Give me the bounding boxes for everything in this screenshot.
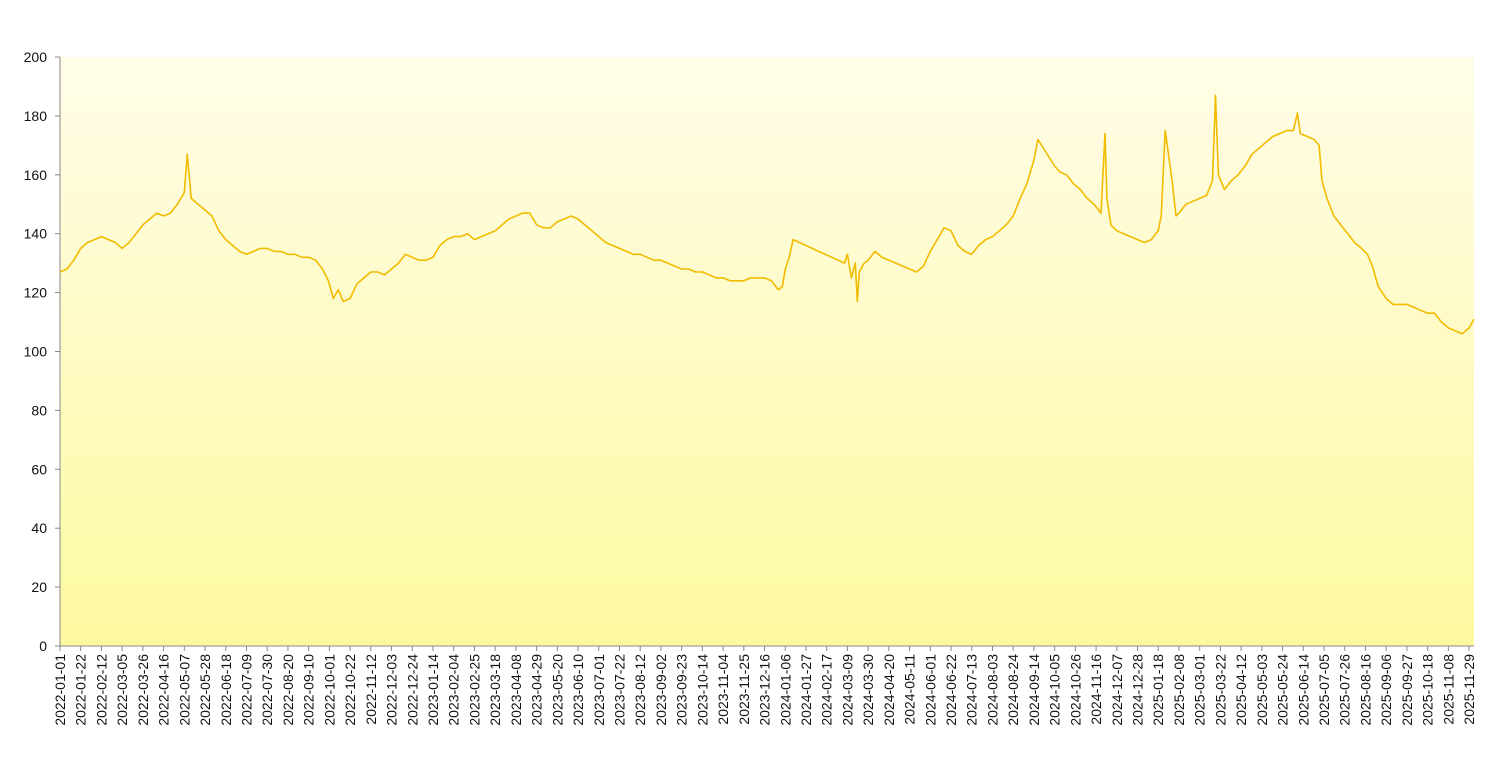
x-tick-label: 2025-01-18: [1150, 654, 1166, 726]
x-tick-label: 2022-01-22: [73, 654, 89, 726]
x-tick-label: 2025-06-14: [1295, 654, 1311, 726]
x-tick-label: 2025-07-05: [1316, 654, 1332, 726]
x-tick-label: 2025-07-26: [1337, 654, 1353, 726]
x-tick-label: 2025-10-18: [1420, 654, 1436, 726]
x-tick-label: 2023-09-02: [653, 654, 669, 726]
x-tick-label: 2022-07-09: [238, 654, 254, 726]
x-tick-label: 2025-05-24: [1275, 654, 1291, 726]
x-tick-label: 2023-01-14: [425, 654, 441, 726]
x-tick-label: 2024-06-22: [943, 654, 959, 726]
y-tick-label: 100: [24, 344, 48, 360]
x-tick-label: 2024-07-13: [964, 654, 980, 726]
x-tick-label: 2022-07-30: [259, 654, 275, 726]
y-tick-label: 60: [31, 461, 47, 477]
x-tick-label: 2024-05-11: [902, 654, 918, 725]
x-tick-label: 2023-10-14: [694, 654, 710, 726]
y-tick-label: 180: [24, 108, 48, 124]
x-tick-label: 2025-09-27: [1399, 654, 1415, 726]
x-tick-label: 2023-11-04: [715, 654, 731, 725]
x-tick-label: 2022-02-12: [93, 654, 109, 726]
x-tick-label: 2022-06-18: [218, 654, 234, 726]
x-tick-label: 2024-10-26: [1067, 654, 1083, 726]
x-tick-label: 2023-07-01: [591, 654, 607, 726]
x-tick-label: 2023-04-29: [529, 654, 545, 726]
x-tick-label: 2022-12-24: [404, 654, 420, 726]
x-tick-label: 2022-12-03: [384, 654, 400, 726]
x-tick-label: 2023-06-10: [570, 654, 586, 726]
x-tick-label: 2022-11-12: [363, 654, 379, 725]
x-tick-label: 2023-05-20: [549, 654, 565, 726]
x-tick-label: 2022-05-28: [197, 654, 213, 726]
x-tick-label: 2024-10-05: [1047, 654, 1063, 726]
x-tick-label: 2023-12-16: [757, 654, 773, 726]
x-tick-label: 2024-03-30: [860, 654, 876, 726]
x-tick-label: 2024-08-03: [984, 654, 1000, 726]
x-tick-label: 2023-03-18: [487, 654, 503, 726]
x-tick-label: 2022-10-01: [321, 654, 337, 726]
x-axis: 2022-01-01 2022-01-22 2022-02-12 2022-03-05…: [52, 645, 1477, 726]
x-tick-label: 2024-02-17: [819, 654, 835, 726]
x-tick-label: 2023-02-25: [466, 654, 482, 726]
x-tick-label: 2022-05-07: [176, 654, 192, 726]
x-tick-label: 2024-01-06: [777, 654, 793, 726]
x-tick-label: 2023-02-04: [446, 654, 462, 726]
x-tick-label: 2024-06-01: [922, 654, 938, 726]
x-tick-label: 2023-09-23: [674, 654, 690, 726]
x-tick-label: 2024-12-28: [1130, 654, 1146, 726]
plot-area-background: [60, 57, 1474, 646]
y-tick-label: 140: [24, 226, 48, 242]
x-tick-label: 2025-03-22: [1212, 654, 1228, 726]
x-tick-label: 2024-01-27: [798, 654, 814, 726]
x-tick-label: 2023-08-12: [632, 654, 648, 726]
y-tick-label: 120: [24, 285, 48, 301]
y-tick-label: 20: [31, 579, 47, 595]
y-tick-label: 0: [39, 638, 47, 654]
x-tick-label: 2022-04-16: [156, 654, 172, 726]
y-axis: 0 20 40 60 80 100 120 140 160 180 200: [24, 49, 61, 654]
x-tick-label: 2024-04-20: [881, 654, 897, 726]
x-tick-label: 2024-08-24: [1005, 654, 1021, 726]
x-tick-label: 2023-07-22: [611, 654, 627, 726]
y-tick-label: 40: [31, 520, 47, 536]
x-tick-label: 2022-09-10: [301, 654, 317, 726]
y-tick-label: 80: [31, 402, 47, 418]
x-tick-label: 2022-03-26: [135, 654, 151, 726]
x-tick-label: 2022-01-01: [52, 654, 68, 726]
series-line-1: [59, 94, 1475, 335]
x-tick-label: 2023-04-08: [508, 654, 524, 726]
y-tick-label: 160: [24, 167, 48, 183]
x-tick-label: 2023-11-25: [736, 654, 752, 725]
x-tick-label: 2022-10-22: [342, 654, 358, 726]
x-tick-label: 2024-11-16: [1088, 654, 1104, 725]
x-tick-label: 2025-05-03: [1254, 654, 1270, 726]
x-tick-label: 2022-08-20: [280, 654, 296, 726]
x-tick-label: 2024-12-07: [1109, 654, 1125, 726]
x-tick-label: 2025-09-06: [1378, 654, 1394, 726]
x-tick-label: 2025-08-16: [1357, 654, 1373, 726]
x-tick-label: 2025-02-08: [1171, 654, 1187, 726]
x-tick-label: 2024-09-14: [1026, 654, 1042, 726]
x-tick-label: 2025-04-12: [1233, 654, 1249, 726]
x-tick-label: 2022-03-05: [114, 654, 130, 726]
x-tick-label: 2025-03-01: [1192, 654, 1208, 726]
x-tick-label: 2025-11-08: [1440, 654, 1456, 725]
series-layer: [59, 94, 1475, 335]
y-tick-label: 200: [24, 49, 48, 65]
x-tick-label: 2024-03-09: [839, 654, 855, 726]
x-tick-label: 2025-11-29: [1461, 654, 1477, 725]
